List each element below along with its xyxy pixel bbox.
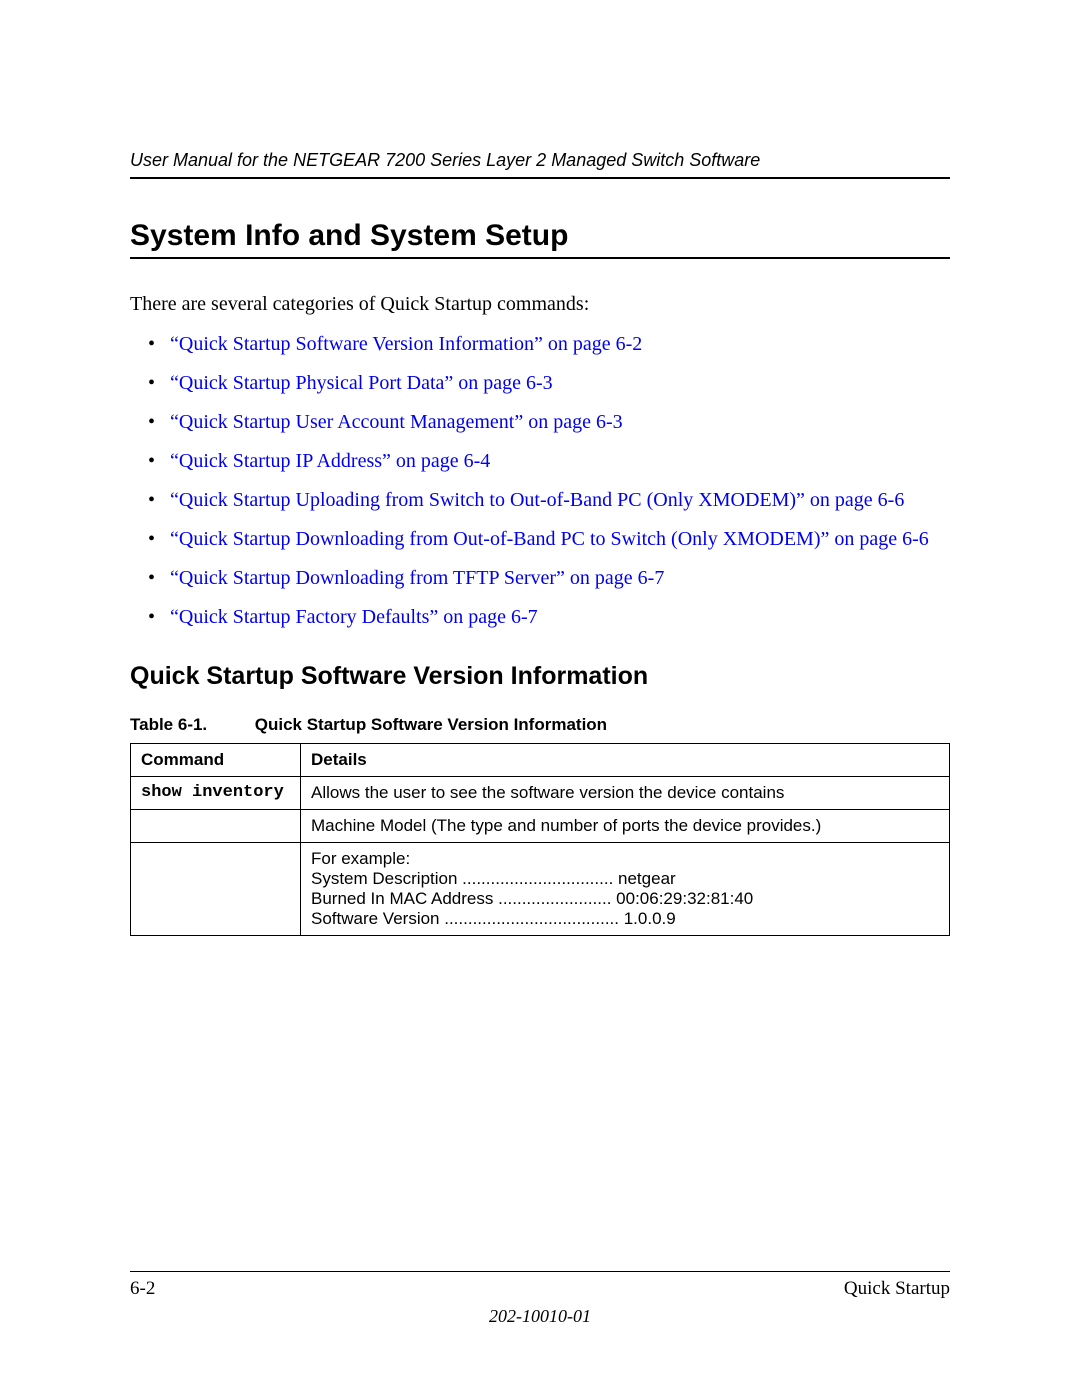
document-number: 202-10010-01 <box>130 1306 950 1327</box>
cross-reference-link[interactable]: “Quick Startup Physical Port Data” on pa… <box>170 372 553 394</box>
list-item: “Quick Startup Factory Defaults” on page… <box>130 603 950 632</box>
table-header-row: Command Details <box>131 744 950 777</box>
list-item: “Quick Startup Software Version Informat… <box>130 330 950 359</box>
chapter-title: Quick Startup <box>844 1278 950 1300</box>
list-item: “Quick Startup Downloading from TFTP Ser… <box>130 564 950 593</box>
cell-example: For example: System Description ........… <box>301 843 950 936</box>
table-header-command: Command <box>131 744 301 777</box>
example-block: For example: System Description ........… <box>311 849 939 929</box>
table-row: Machine Model (The type and number of po… <box>131 810 950 843</box>
page-number: 6-2 <box>130 1278 155 1300</box>
example-line: Software Version .......................… <box>311 909 939 929</box>
list-item: “Quick Startup Physical Port Data” on pa… <box>130 369 950 398</box>
subsection-title: Quick Startup Software Version Informati… <box>130 662 950 691</box>
cross-reference-link[interactable]: “Quick Startup IP Address” on page 6-4 <box>170 450 490 472</box>
example-line: System Description .....................… <box>311 869 939 889</box>
section-title: System Info and System Setup <box>130 219 950 253</box>
list-item: “Quick Startup Downloading from Out-of-B… <box>130 525 950 554</box>
list-item: “Quick Startup IP Address” on page 6-4 <box>130 447 950 476</box>
cross-reference-link[interactable]: “Quick Startup Uploading from Switch to … <box>170 489 904 511</box>
cell-command-empty <box>131 810 301 843</box>
cell-command-empty <box>131 843 301 936</box>
cross-reference-link[interactable]: “Quick Startup Software Version Informat… <box>170 333 642 355</box>
cross-reference-link[interactable]: “Quick Startup Downloading from TFTP Ser… <box>170 567 664 589</box>
list-item: “Quick Startup User Account Management” … <box>130 408 950 437</box>
intro-text: There are several categories of Quick St… <box>130 293 950 316</box>
cross-reference-link[interactable]: “Quick Startup Downloading from Out-of-B… <box>170 528 929 550</box>
cross-reference-link[interactable]: “Quick Startup User Account Management” … <box>170 411 623 433</box>
cross-reference-link[interactable]: “Quick Startup Factory Defaults” on page… <box>170 606 538 628</box>
list-item: “Quick Startup Uploading from Switch to … <box>130 486 950 515</box>
cell-details: Allows the user to see the software vers… <box>301 777 950 810</box>
page-footer: 6-2 Quick Startup 202-10010-01 <box>130 1271 950 1327</box>
running-head: User Manual for the NETGEAR 7200 Series … <box>130 150 950 179</box>
cell-command: show inventory <box>131 777 301 810</box>
table-row: show inventory Allows the user to see th… <box>131 777 950 810</box>
page: User Manual for the NETGEAR 7200 Series … <box>0 0 1080 1397</box>
command-table: Command Details show inventory Allows th… <box>130 743 950 936</box>
cross-reference-list: “Quick Startup Software Version Informat… <box>130 330 950 632</box>
table-caption-label: Table 6-1. <box>130 715 250 735</box>
table-caption: Table 6-1. Quick Startup Software Versio… <box>130 715 950 735</box>
footer-rule <box>130 1271 950 1272</box>
section-rule <box>130 257 950 259</box>
table-header-details: Details <box>301 744 950 777</box>
example-line: Burned In MAC Address ..................… <box>311 889 939 909</box>
table-row: For example: System Description ........… <box>131 843 950 936</box>
example-lead: For example: <box>311 849 939 869</box>
cell-details: Machine Model (The type and number of po… <box>301 810 950 843</box>
table-caption-title: Quick Startup Software Version Informati… <box>255 715 607 734</box>
